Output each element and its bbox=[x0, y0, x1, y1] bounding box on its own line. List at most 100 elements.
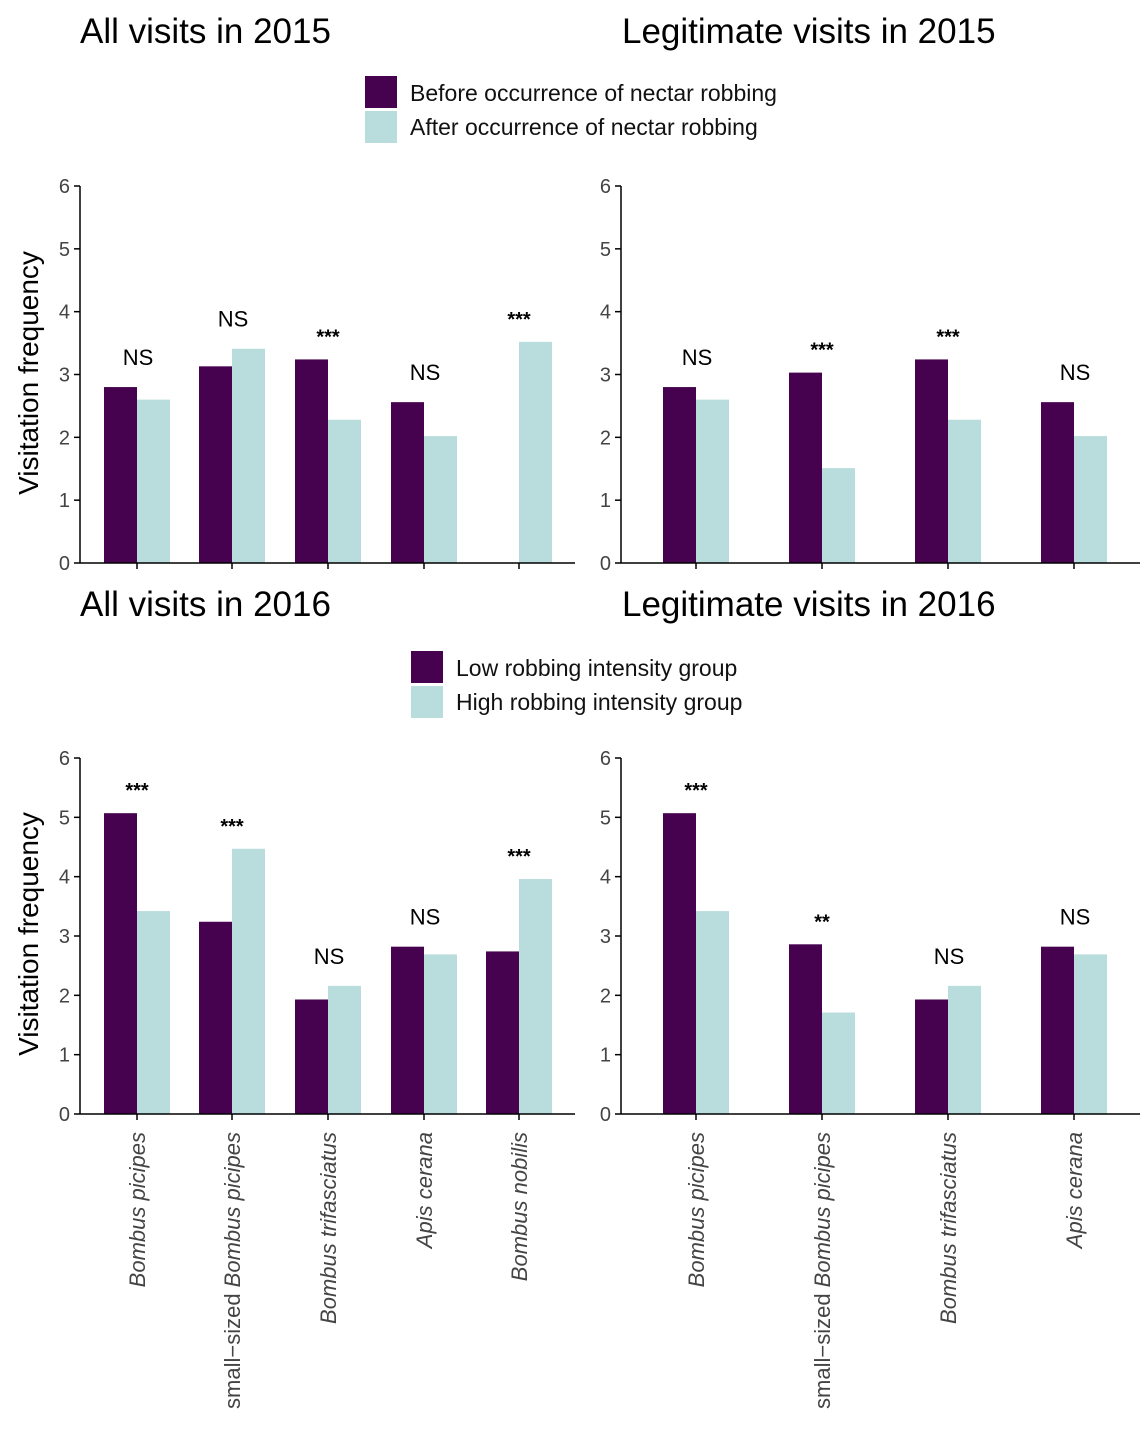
y-tick-label: 3 bbox=[600, 365, 611, 387]
significance-label-apis-cerana: NS bbox=[410, 905, 441, 930]
bar-small-sized-bombus-picipes-light bbox=[232, 348, 265, 563]
bar-bombus-trifasciatus-light bbox=[948, 419, 981, 563]
legend-2016-label-high: High robbing intensity group bbox=[456, 689, 742, 715]
category-label-bombus-nobilis: Bombus nobilis bbox=[507, 1132, 532, 1281]
legend-2015-swatch-after bbox=[365, 111, 397, 143]
bar-bombus-picipes-dark bbox=[663, 813, 696, 1114]
legend-2016-swatch-high bbox=[411, 686, 443, 718]
bar-apis-cerana-dark bbox=[391, 946, 424, 1114]
y-tick-label: 1 bbox=[59, 1045, 70, 1067]
y-tick-label: 6 bbox=[59, 176, 70, 198]
legend-2016: Low robbing intensity group High robbing… bbox=[411, 651, 742, 718]
significance-label-bombus-picipes: *** bbox=[125, 780, 149, 802]
category-labels: Bombus picipes small−sized Bombus picipes… bbox=[125, 1132, 1087, 1409]
y-tick-label: 6 bbox=[600, 748, 611, 770]
y-axis-title-2016: Visitation frequency bbox=[13, 812, 44, 1056]
legend-2015-label-before: Before occurrence of nectar robbing bbox=[410, 80, 777, 106]
category-label-bombus-trifasciatus: Bombus trifasciatus bbox=[316, 1132, 341, 1324]
bar-small-sized-bombus-picipes-dark bbox=[789, 372, 822, 563]
bar-small-sized-bombus-picipes-dark bbox=[199, 366, 232, 563]
significance-label-bombus-picipes: *** bbox=[684, 780, 708, 802]
y-tick-label: 0 bbox=[600, 1104, 611, 1126]
significance-label-apis-cerana: NS bbox=[410, 360, 441, 385]
significance-label-apis-cerana: NS bbox=[1060, 360, 1091, 385]
significance-label-small-sized-bombus-picipes: ** bbox=[814, 911, 830, 933]
significance-label-bombus-picipes: NS bbox=[682, 345, 713, 370]
legend-2015-label-after: After occurrence of nectar robbing bbox=[410, 114, 758, 140]
chart-panel-legitimate-visits-2015: NS *** *** NS 0 1 2 3 4 5 6 bbox=[600, 176, 1140, 575]
y-tick-label: 4 bbox=[59, 867, 70, 889]
y-tick-label: 3 bbox=[600, 926, 611, 948]
bar-bombus-trifasciatus-light bbox=[948, 985, 981, 1114]
bar-apis-cerana-light bbox=[424, 436, 457, 563]
category-label-apis-cerana: Apis cerana bbox=[1062, 1132, 1087, 1250]
bar-bombus-nobilis-light bbox=[519, 341, 552, 563]
significance-label-apis-cerana: NS bbox=[1060, 905, 1091, 930]
category-label-small-sized-bombus-picipes: small−sized Bombus picipes bbox=[220, 1132, 245, 1409]
significance-label-bombus-trifasciatus: *** bbox=[316, 326, 340, 348]
y-tick-label: 1 bbox=[600, 490, 611, 512]
bar-bombus-trifasciatus-dark bbox=[295, 999, 328, 1114]
bar-apis-cerana-light bbox=[1074, 436, 1107, 563]
bar-bombus-trifasciatus-dark bbox=[915, 359, 948, 563]
y-tick-label: 2 bbox=[600, 427, 611, 449]
significance-label-bombus-trifasciatus: *** bbox=[936, 326, 960, 348]
legend-2015: Before occurrence of nectar robbing Afte… bbox=[365, 76, 777, 143]
y-tick-label: 2 bbox=[59, 985, 70, 1007]
significance-label-bombus-trifasciatus: NS bbox=[934, 944, 965, 969]
panel-title-all-2016: All visits in 2016 bbox=[80, 585, 331, 624]
bar-bombus-picipes-dark bbox=[104, 813, 137, 1114]
legend-2016-swatch-low bbox=[411, 651, 443, 683]
bar-bombus-picipes-light bbox=[696, 399, 729, 563]
category-label-small-sized-bombus-picipes: small−sized Bombus picipes bbox=[810, 1132, 835, 1409]
y-tick-label: 6 bbox=[600, 176, 611, 198]
bar-bombus-trifasciatus-light bbox=[328, 419, 361, 563]
bar-small-sized-bombus-picipes-light bbox=[232, 848, 265, 1114]
bar-bombus-picipes-light bbox=[137, 399, 170, 563]
y-tick-label: 4 bbox=[600, 867, 611, 889]
y-tick-label: 1 bbox=[59, 490, 70, 512]
y-tick-label: 5 bbox=[59, 807, 70, 829]
significance-label-small-sized-bombus-picipes: *** bbox=[220, 816, 244, 838]
panel-title-all-2015: All visits in 2015 bbox=[80, 12, 331, 51]
y-tick-label: 0 bbox=[59, 1104, 70, 1126]
bar-small-sized-bombus-picipes-light bbox=[822, 1012, 855, 1114]
bar-bombus-nobilis-dark bbox=[486, 951, 519, 1114]
bar-bombus-trifasciatus-dark bbox=[915, 999, 948, 1114]
bar-bombus-nobilis-light bbox=[519, 879, 552, 1114]
legend-2015-swatch-before bbox=[365, 76, 397, 108]
category-label-bombus-picipes: Bombus picipes bbox=[125, 1132, 150, 1287]
chart-panel-all-visits-2015: NS NS *** NS *** 0 1 2 3 4 5 6 bbox=[59, 176, 575, 575]
bar-small-sized-bombus-picipes-dark bbox=[199, 921, 232, 1114]
bar-apis-cerana-light bbox=[424, 954, 457, 1114]
y-tick-label: 5 bbox=[600, 807, 611, 829]
bar-bombus-picipes-light bbox=[137, 911, 170, 1114]
bar-apis-cerana-dark bbox=[1041, 946, 1074, 1114]
bar-small-sized-bombus-picipes-dark bbox=[789, 944, 822, 1114]
bar-bombus-picipes-light bbox=[696, 911, 729, 1114]
y-tick-label: 4 bbox=[59, 302, 70, 324]
y-tick-label: 0 bbox=[59, 553, 70, 575]
y-tick-label: 6 bbox=[59, 748, 70, 770]
y-tick-label: 3 bbox=[59, 926, 70, 948]
bar-bombus-trifasciatus-dark bbox=[295, 359, 328, 563]
category-label-bombus-trifasciatus: Bombus trifasciatus bbox=[936, 1132, 961, 1324]
bar-apis-cerana-dark bbox=[391, 402, 424, 563]
category-label-apis-cerana: Apis cerana bbox=[412, 1132, 437, 1250]
legend-2016-label-low: Low robbing intensity group bbox=[456, 655, 737, 681]
y-tick-label: 2 bbox=[59, 427, 70, 449]
y-tick-label: 5 bbox=[600, 239, 611, 261]
bar-bombus-picipes-dark bbox=[104, 387, 137, 563]
significance-label-small-sized-bombus-picipes: *** bbox=[810, 340, 834, 362]
significance-label-small-sized-bombus-picipes: NS bbox=[218, 307, 249, 332]
y-tick-label: 1 bbox=[600, 1045, 611, 1067]
chart-panel-all-visits-2016: *** *** NS NS *** 0 1 2 3 4 5 6 bbox=[59, 748, 575, 1126]
bar-bombus-trifasciatus-light bbox=[328, 985, 361, 1114]
bar-apis-cerana-light bbox=[1074, 954, 1107, 1114]
bar-apis-cerana-dark bbox=[1041, 402, 1074, 563]
y-tick-label: 2 bbox=[600, 985, 611, 1007]
y-tick-label: 0 bbox=[600, 553, 611, 575]
significance-label-bombus-trifasciatus: NS bbox=[314, 944, 345, 969]
